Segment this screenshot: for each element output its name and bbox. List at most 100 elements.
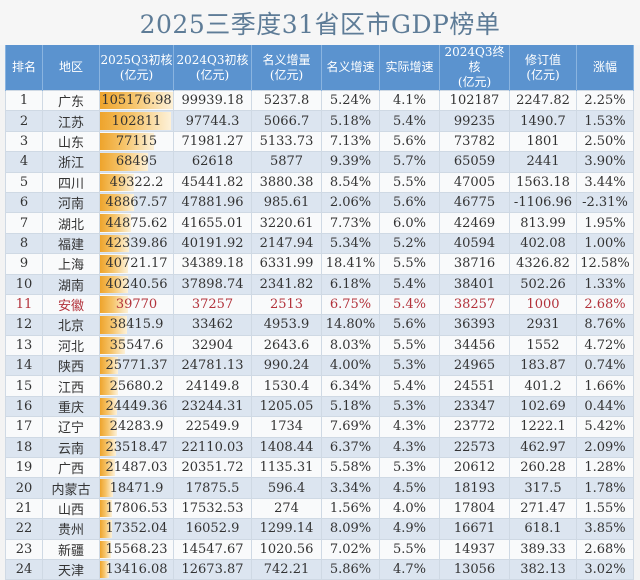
cell-revision: 402.08 xyxy=(509,232,577,255)
cell-region: 辽宁 xyxy=(42,416,100,438)
cell-rank: 19 xyxy=(5,457,43,479)
cell-q3-2024-final: 22573 xyxy=(439,436,510,459)
cell-change-rate: 3.44% xyxy=(576,171,634,193)
cell-q3-2025-prelim: 77115 xyxy=(99,130,174,153)
cell-nominal-growth: 5.34% xyxy=(321,232,380,255)
cell-region: 重庆 xyxy=(42,395,100,418)
table-row: 2 江苏 102811 97744.3 5066.7 5.18% 5.4% 99235 1490… xyxy=(5,110,634,132)
cell-nominal-increase: 1020.56 xyxy=(251,538,322,560)
cell-rank: 10 xyxy=(5,273,43,295)
cell-value: 40721.17 xyxy=(105,256,168,272)
column-header-nominal-growth: 名义增速 xyxy=(321,45,380,91)
cell-nominal-growth: 7.02% xyxy=(321,538,380,560)
cell-nominal-growth: 8.09% xyxy=(321,518,380,540)
header-row: 排名 地区 2025Q3初核 (亿元) 2024Q3初核 (亿元) 名义增量 (亿元) 名义增速… xyxy=(5,45,634,91)
cell-q3-2024-prelim: 37257 xyxy=(173,293,252,316)
cell-q3-2024-final: 34456 xyxy=(439,334,510,357)
column-header-unit: (亿元) xyxy=(269,67,304,82)
cell-nominal-increase: 5237.8 xyxy=(251,89,322,112)
data-bar xyxy=(100,295,128,314)
cell-rank: 24 xyxy=(5,558,43,580)
cell-region: 江苏 xyxy=(42,110,100,132)
cell-region: 湖北 xyxy=(42,212,100,234)
cell-revision: 462.97 xyxy=(509,436,577,459)
cell-nominal-increase: 2643.6 xyxy=(251,334,322,357)
cell-real-growth: 5.6% xyxy=(379,130,440,153)
cell-revision: 1222.1 xyxy=(509,416,577,438)
cell-q3-2025-prelim: 13416.08 xyxy=(99,558,174,580)
cell-value: 48867.57 xyxy=(105,195,168,211)
cell-nominal-increase: 5877 xyxy=(251,151,322,173)
cell-revision: 502.26 xyxy=(509,273,577,295)
data-bar xyxy=(100,132,154,151)
cell-real-growth: 4.3% xyxy=(379,436,440,459)
cell-region: 福建 xyxy=(42,232,100,255)
column-header-unit: (亿元) xyxy=(457,75,492,89)
cell-q3-2024-prelim: 24781.13 xyxy=(173,355,252,377)
cell-q3-2024-final: 13056 xyxy=(439,558,510,580)
table-row: 23 新疆 15568.23 14547.67 1020.56 7.02% 5.5% 1493… xyxy=(5,538,634,560)
cell-q3-2024-final: 38401 xyxy=(439,273,510,295)
cell-change-rate: 1.95% xyxy=(576,212,634,234)
data-bar xyxy=(100,438,117,457)
cell-q3-2024-final: 46775 xyxy=(439,191,510,214)
cell-nominal-increase: 742.21 xyxy=(251,558,322,580)
cell-nominal-increase: 1135.31 xyxy=(251,457,322,479)
cell-rank: 13 xyxy=(5,334,43,357)
cell-q3-2024-final: 18193 xyxy=(439,477,510,499)
cell-nominal-increase: 596.4 xyxy=(251,477,322,499)
cell-nominal-growth: 5.86% xyxy=(321,558,380,580)
cell-q3-2024-prelim: 20351.72 xyxy=(173,457,252,479)
cell-nominal-growth: 5.58% xyxy=(321,457,380,479)
cell-region: 河北 xyxy=(42,334,100,357)
cell-value: 39770 xyxy=(115,297,158,313)
table-row: 21 山西 17806.53 17532.53 274 1.56% 4.0% 17804 271… xyxy=(5,497,634,520)
cell-q3-2025-prelim: 17806.53 xyxy=(99,497,174,520)
cell-rank: 23 xyxy=(5,538,43,560)
cell-rank: 5 xyxy=(5,171,43,193)
data-bar xyxy=(100,377,118,395)
cell-nominal-growth: 4.00% xyxy=(321,355,380,377)
cell-q3-2024-prelim: 23244.31 xyxy=(173,395,252,418)
column-header-label: 排名 xyxy=(11,60,36,74)
cell-q3-2025-prelim: 25771.37 xyxy=(99,355,174,377)
cell-rank: 3 xyxy=(5,130,43,153)
data-bar xyxy=(100,214,132,232)
column-header-label: 2024Q3初核 xyxy=(176,52,249,67)
cell-revision: 183.87 xyxy=(509,355,577,377)
cell-nominal-increase: 1530.4 xyxy=(251,375,322,397)
table-row: 7 湖北 44875.62 41655.01 3220.61 7.73% 6.0% 42469… xyxy=(5,212,634,234)
cell-value: 44875.62 xyxy=(105,215,168,231)
cell-value: 35547.6 xyxy=(109,337,164,353)
cell-region: 内蒙古 xyxy=(42,477,100,499)
cell-region: 湖南 xyxy=(42,273,100,295)
cell-nominal-growth: 6.18% xyxy=(321,273,380,295)
cell-q3-2024-prelim: 32904 xyxy=(173,334,252,357)
table-header: 排名 地区 2025Q3初核 (亿元) 2024Q3初核 (亿元) 名义增量 (亿元) 名义增速… xyxy=(5,45,634,91)
cell-q3-2024-prelim: 17875.5 xyxy=(173,477,252,499)
cell-nominal-increase: 3880.38 xyxy=(251,171,322,193)
cell-rank: 4 xyxy=(5,151,43,173)
cell-real-growth: 4.0% xyxy=(379,497,440,520)
column-header-label: 修订值 xyxy=(524,52,561,67)
cell-region: 四川 xyxy=(42,171,100,193)
cell-rank: 12 xyxy=(5,314,43,336)
cell-region: 河南 xyxy=(42,191,100,214)
data-bar xyxy=(100,255,129,273)
table-row: 6 河南 48867.57 47881.96 985.61 2.06% 5.6% 46775-… xyxy=(5,191,634,214)
table-row: 17 辽宁 24283.9 22549.9 1734 7.69% 4.3% 23772 1222… xyxy=(5,416,634,438)
cell-value: 68495 xyxy=(115,154,158,170)
cell-rank: 6 xyxy=(5,191,43,214)
cell-value: 25771.37 xyxy=(105,358,168,374)
column-header-rank: 排名 xyxy=(5,45,43,91)
cell-value: 17352.04 xyxy=(105,521,168,537)
cell-q3-2024-final: 23772 xyxy=(439,416,510,438)
table-row: 4 浙江 68495 62618 5877 9.39% 5.7% 65059 2441 3.90% xyxy=(5,151,634,173)
cell-real-growth: 5.2% xyxy=(379,232,440,255)
cell-value: 105176.98 xyxy=(101,93,172,109)
cell-q3-2024-final: 17804 xyxy=(439,497,510,520)
table-row: 12 北京 38415.9 33462 4953.9 14.80% 5.6% 36393 293… xyxy=(5,314,634,336)
cell-change-rate: 8.76% xyxy=(576,314,634,336)
cell-nominal-growth: 5.18% xyxy=(321,110,380,132)
column-header-label: 名义增速 xyxy=(326,60,375,74)
